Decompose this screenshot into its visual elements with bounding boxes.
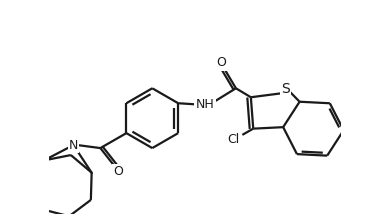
Text: O: O	[113, 165, 123, 178]
Text: O: O	[216, 56, 226, 69]
Text: Cl: Cl	[228, 133, 240, 146]
Text: N: N	[69, 139, 78, 152]
Text: NH: NH	[195, 98, 214, 111]
Text: S: S	[281, 82, 290, 96]
